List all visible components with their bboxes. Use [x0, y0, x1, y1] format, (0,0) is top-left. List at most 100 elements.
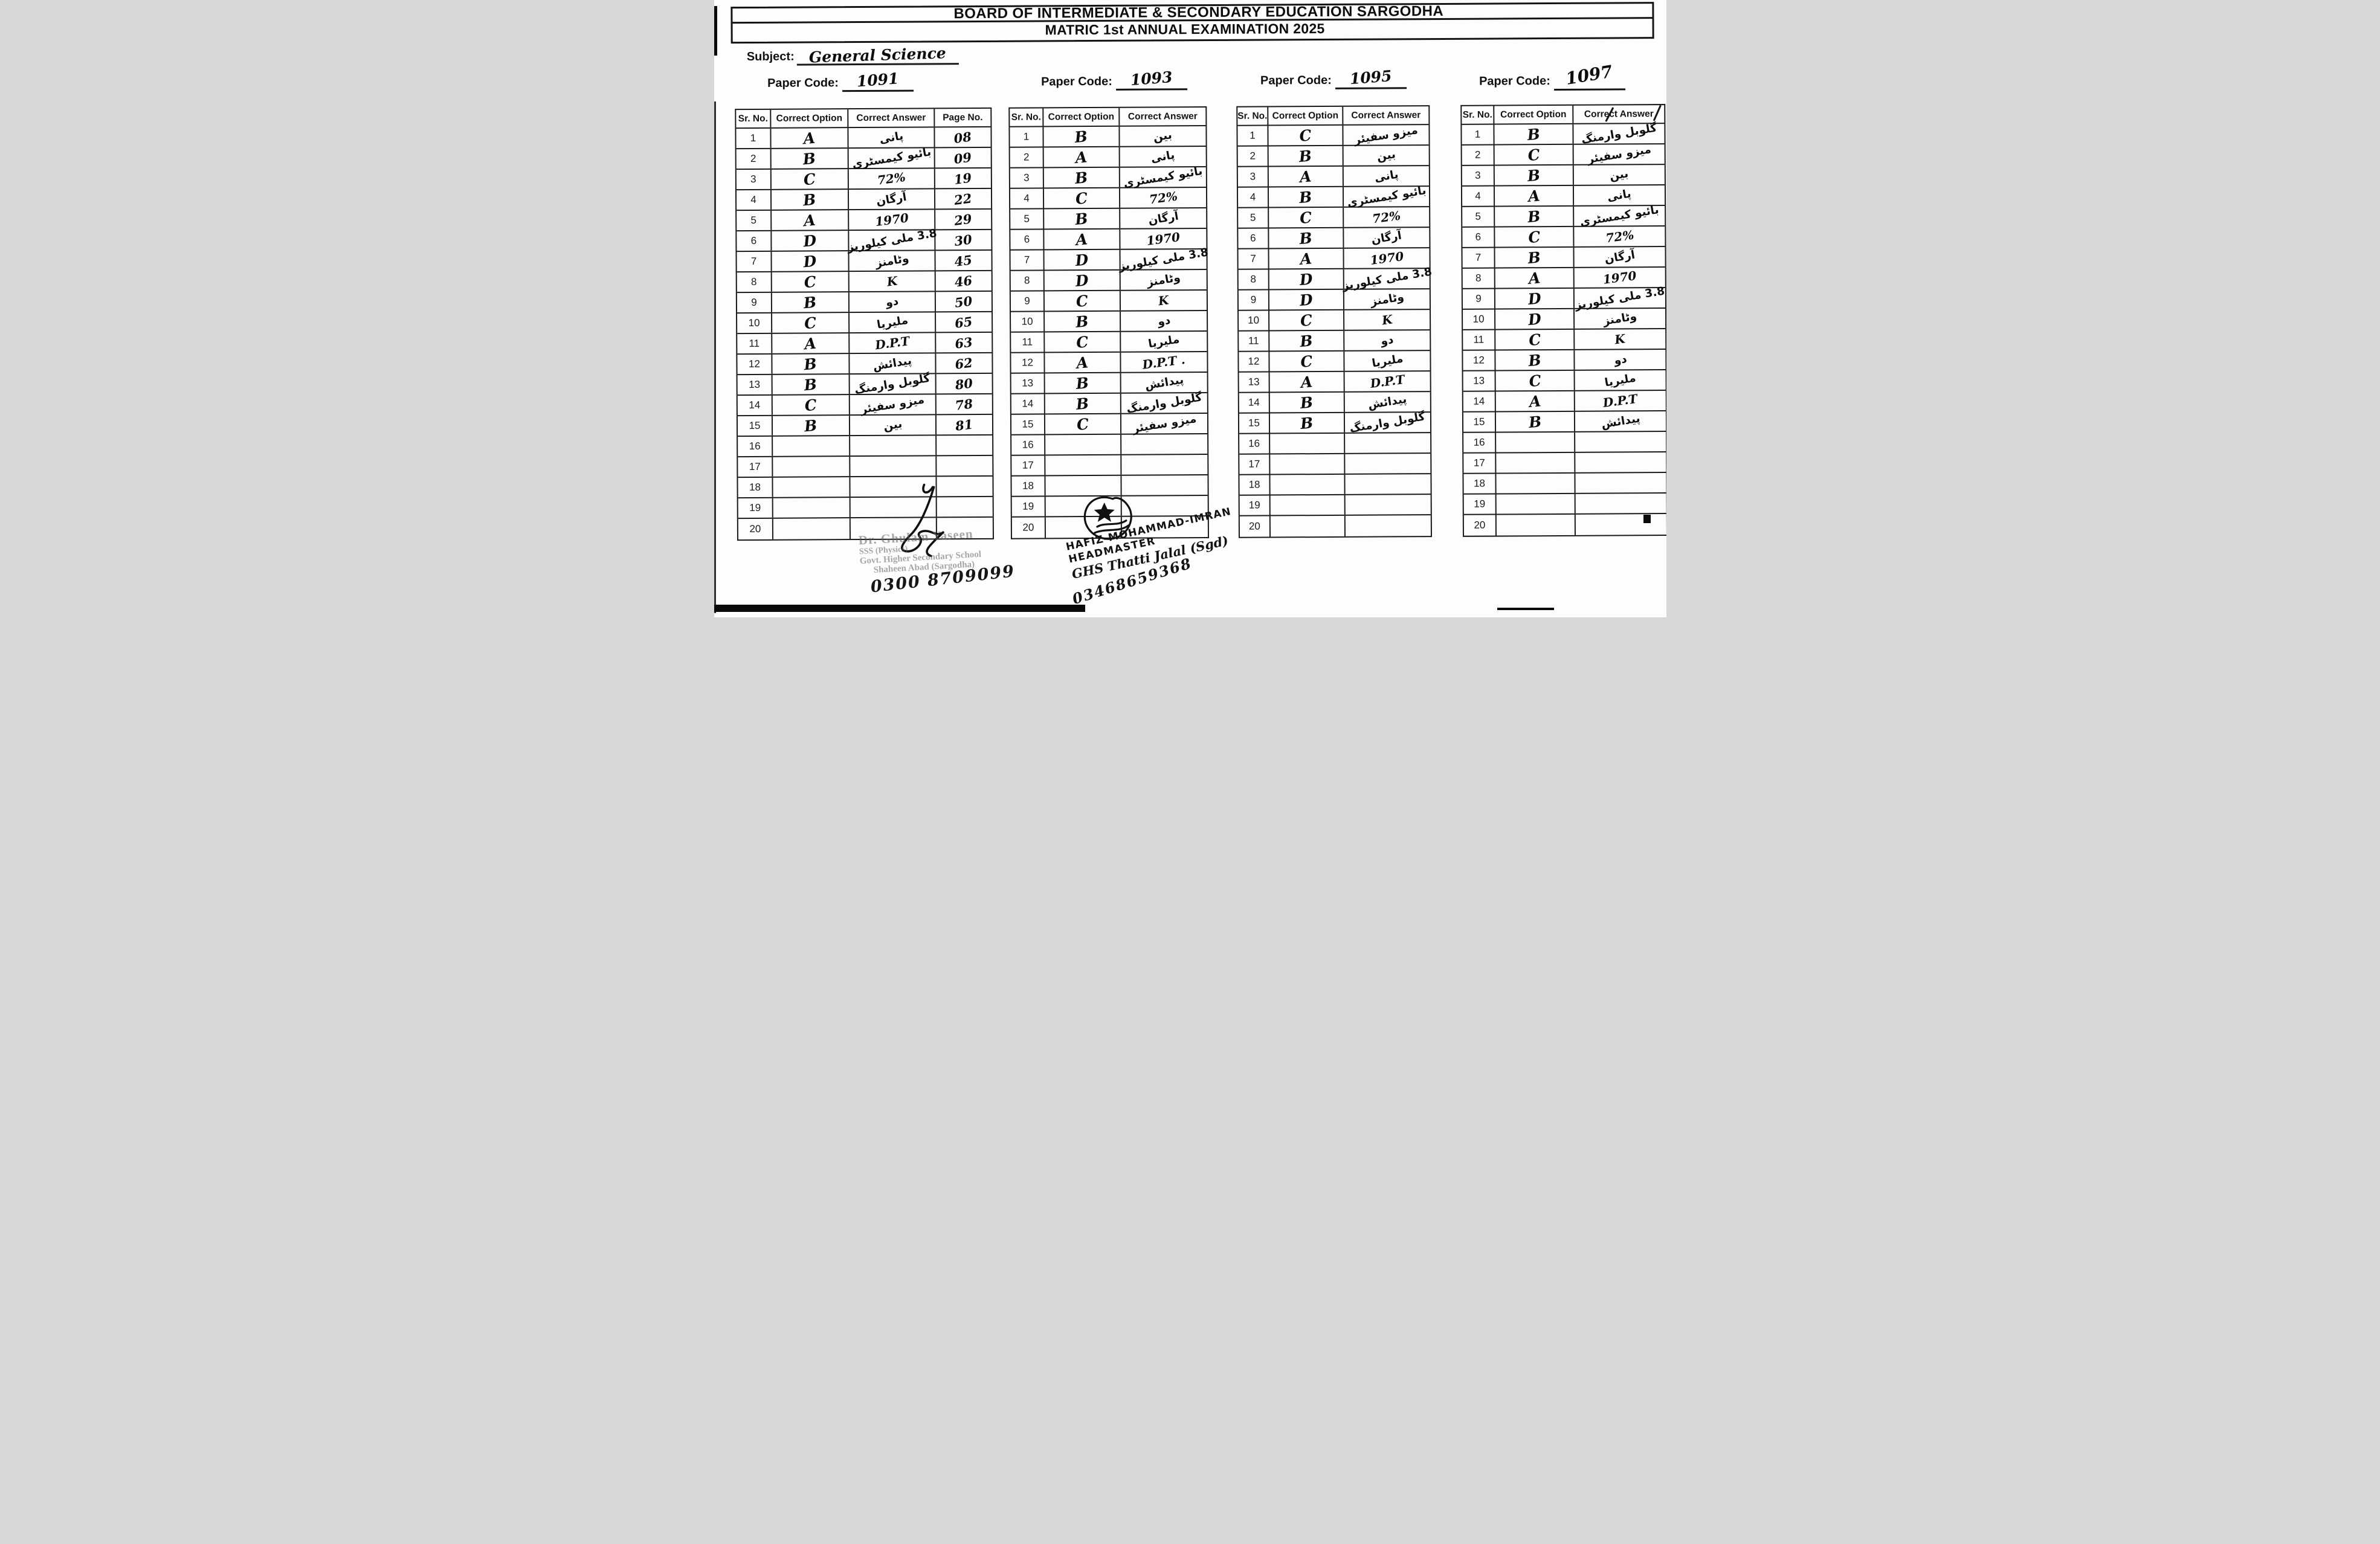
- cell-option: [1270, 515, 1346, 537]
- cell-page: [937, 436, 992, 455]
- handwritten-answer: بین: [1152, 128, 1173, 144]
- cell-page: 30: [935, 230, 991, 249]
- cell-answer: 3.8 ملی کیلوریز: [1341, 265, 1432, 292]
- handwritten-answer: میزو سفیئر: [1353, 123, 1419, 147]
- cell-option: B: [1268, 146, 1344, 166]
- cell-option: B: [1269, 413, 1345, 433]
- handwritten-answer: بائیو کیمسٹری: [850, 145, 932, 171]
- cell-option: B: [772, 416, 850, 436]
- cell-sr: 7: [737, 251, 772, 272]
- cell-answer: گلوبل وارمنگ: [1344, 410, 1430, 435]
- cell-sr: 16: [1011, 435, 1045, 455]
- handwritten-answer: بائیو کیمسٹری: [1346, 184, 1427, 210]
- handwritten-answer: پیدائش: [1367, 392, 1408, 412]
- scan-artifact: [714, 605, 1085, 612]
- handwritten-option: C: [1075, 291, 1089, 310]
- cell-sr: 10: [1238, 310, 1269, 330]
- cell-answer: بین: [1573, 165, 1664, 185]
- handwritten-option: C: [1074, 188, 1088, 208]
- cell-option: [773, 518, 851, 539]
- handwritten-option: C: [804, 396, 818, 414]
- cell-sr: 14: [1463, 391, 1496, 411]
- column-header-sr: Sr. No.: [735, 109, 771, 128]
- cell-option: C: [1269, 310, 1344, 330]
- cell-answer: دو: [1121, 311, 1207, 331]
- cell-option: [1270, 495, 1346, 515]
- cell-option: B: [1269, 330, 1344, 351]
- table-row: 13 B پیدائش: [1011, 373, 1207, 394]
- cell-answer: K: [849, 271, 936, 292]
- table-row: 6 A 1970: [1010, 229, 1206, 251]
- handwritten-option: C: [1526, 145, 1540, 164]
- cell-answer: 3.8 ملی کیلوریز: [846, 227, 937, 254]
- handwritten-answer: دو: [1379, 333, 1395, 348]
- handwritten-answer: بین: [882, 417, 903, 433]
- cell-option: C: [1045, 414, 1121, 434]
- exam-title: MATRIC 1st ANNUAL EXAMINATION 2025: [1045, 21, 1325, 38]
- handwritten-page: 09: [953, 149, 973, 167]
- cell-answer: گلوبل وارمنگ: [1573, 121, 1664, 147]
- handwritten-option: A: [1074, 230, 1088, 249]
- cell-sr: 14: [1239, 393, 1270, 413]
- handwritten-option: A: [803, 334, 817, 353]
- cell-sr: 8: [737, 272, 772, 292]
- cell-answer: [1345, 515, 1430, 536]
- table-row: 17: [1239, 454, 1430, 475]
- cell-page: 29: [935, 210, 991, 229]
- table-row: 3 B بائیو کیمسٹری: [1010, 164, 1206, 190]
- cell-answer: پیدائش: [1344, 392, 1430, 412]
- handwritten-option: C: [803, 314, 817, 332]
- handwritten-paper-code: 1097: [1564, 61, 1614, 89]
- handwritten-page: 29: [953, 210, 973, 228]
- handwritten-page: 78: [954, 395, 974, 413]
- handwritten-option: D: [1298, 269, 1314, 289]
- cell-sr: 1: [1009, 127, 1044, 147]
- cell-option: A: [1043, 147, 1120, 167]
- handwritten-answer: D.P.T: [1602, 391, 1639, 410]
- handwritten-option: B: [1074, 312, 1089, 331]
- table-row: 4 B آرگان 22: [736, 188, 991, 211]
- cell-sr: 18: [1239, 475, 1271, 495]
- handwritten-answer: گلوبل وارمنگ: [1125, 390, 1203, 416]
- cell-sr: 4: [1237, 187, 1269, 207]
- table-row: 2 C میزو سفیئر: [1462, 143, 1665, 166]
- handwritten-answer: 72%: [1147, 188, 1178, 207]
- handwritten-answer: 72%: [876, 169, 906, 188]
- handwritten-paper-code: 1093: [1129, 68, 1173, 89]
- table-row: 2 B بین: [1237, 146, 1429, 167]
- handwritten-page: 63: [953, 333, 973, 352]
- handwritten-option: B: [1074, 209, 1089, 228]
- cell-answer: آرگان: [848, 189, 935, 210]
- handwritten-option: B: [1298, 331, 1314, 350]
- table-header-row: Sr. No. Correct Option Correct Answer: [1009, 108, 1205, 127]
- handwritten-answer: پیدائش: [1143, 373, 1184, 392]
- cell-sr: 18: [1463, 474, 1497, 494]
- handwritten-option: B: [1526, 124, 1541, 144]
- cell-sr: 1: [1237, 126, 1269, 146]
- cell-sr: 8: [1010, 271, 1045, 291]
- handwritten-answer: میزو سفیئر: [1585, 143, 1652, 166]
- handwritten-page: 62: [953, 354, 974, 372]
- cell-option: D: [1495, 288, 1575, 309]
- handwritten-answer: 1970: [1602, 268, 1637, 287]
- table-row: 19: [1463, 494, 1666, 515]
- paper-code-label: Paper Code:: [767, 76, 839, 90]
- cell-option: [1496, 514, 1576, 536]
- cell-sr: 15: [1463, 412, 1496, 432]
- cell-answer: [1121, 455, 1207, 475]
- cell-sr: 6: [736, 231, 772, 251]
- handwritten-option: B: [1526, 207, 1541, 226]
- handwritten-page: 22: [953, 190, 973, 208]
- cell-sr: 7: [1010, 250, 1045, 270]
- cell-sr: 3: [736, 169, 772, 190]
- cell-option: B: [1268, 228, 1344, 248]
- handwritten-option: B: [1074, 168, 1089, 187]
- scan-artifact: [714, 6, 717, 56]
- cell-sr: 5: [1462, 207, 1495, 227]
- cell-answer: 72%: [1574, 227, 1665, 246]
- cell-sr: 17: [1463, 453, 1496, 473]
- handwritten-answer: 1970: [874, 210, 909, 230]
- handwritten-answer: پیدائش: [871, 354, 913, 373]
- cell-page: 50: [935, 292, 991, 311]
- handwritten-answer: گلوبل وارمنگ: [1580, 121, 1657, 147]
